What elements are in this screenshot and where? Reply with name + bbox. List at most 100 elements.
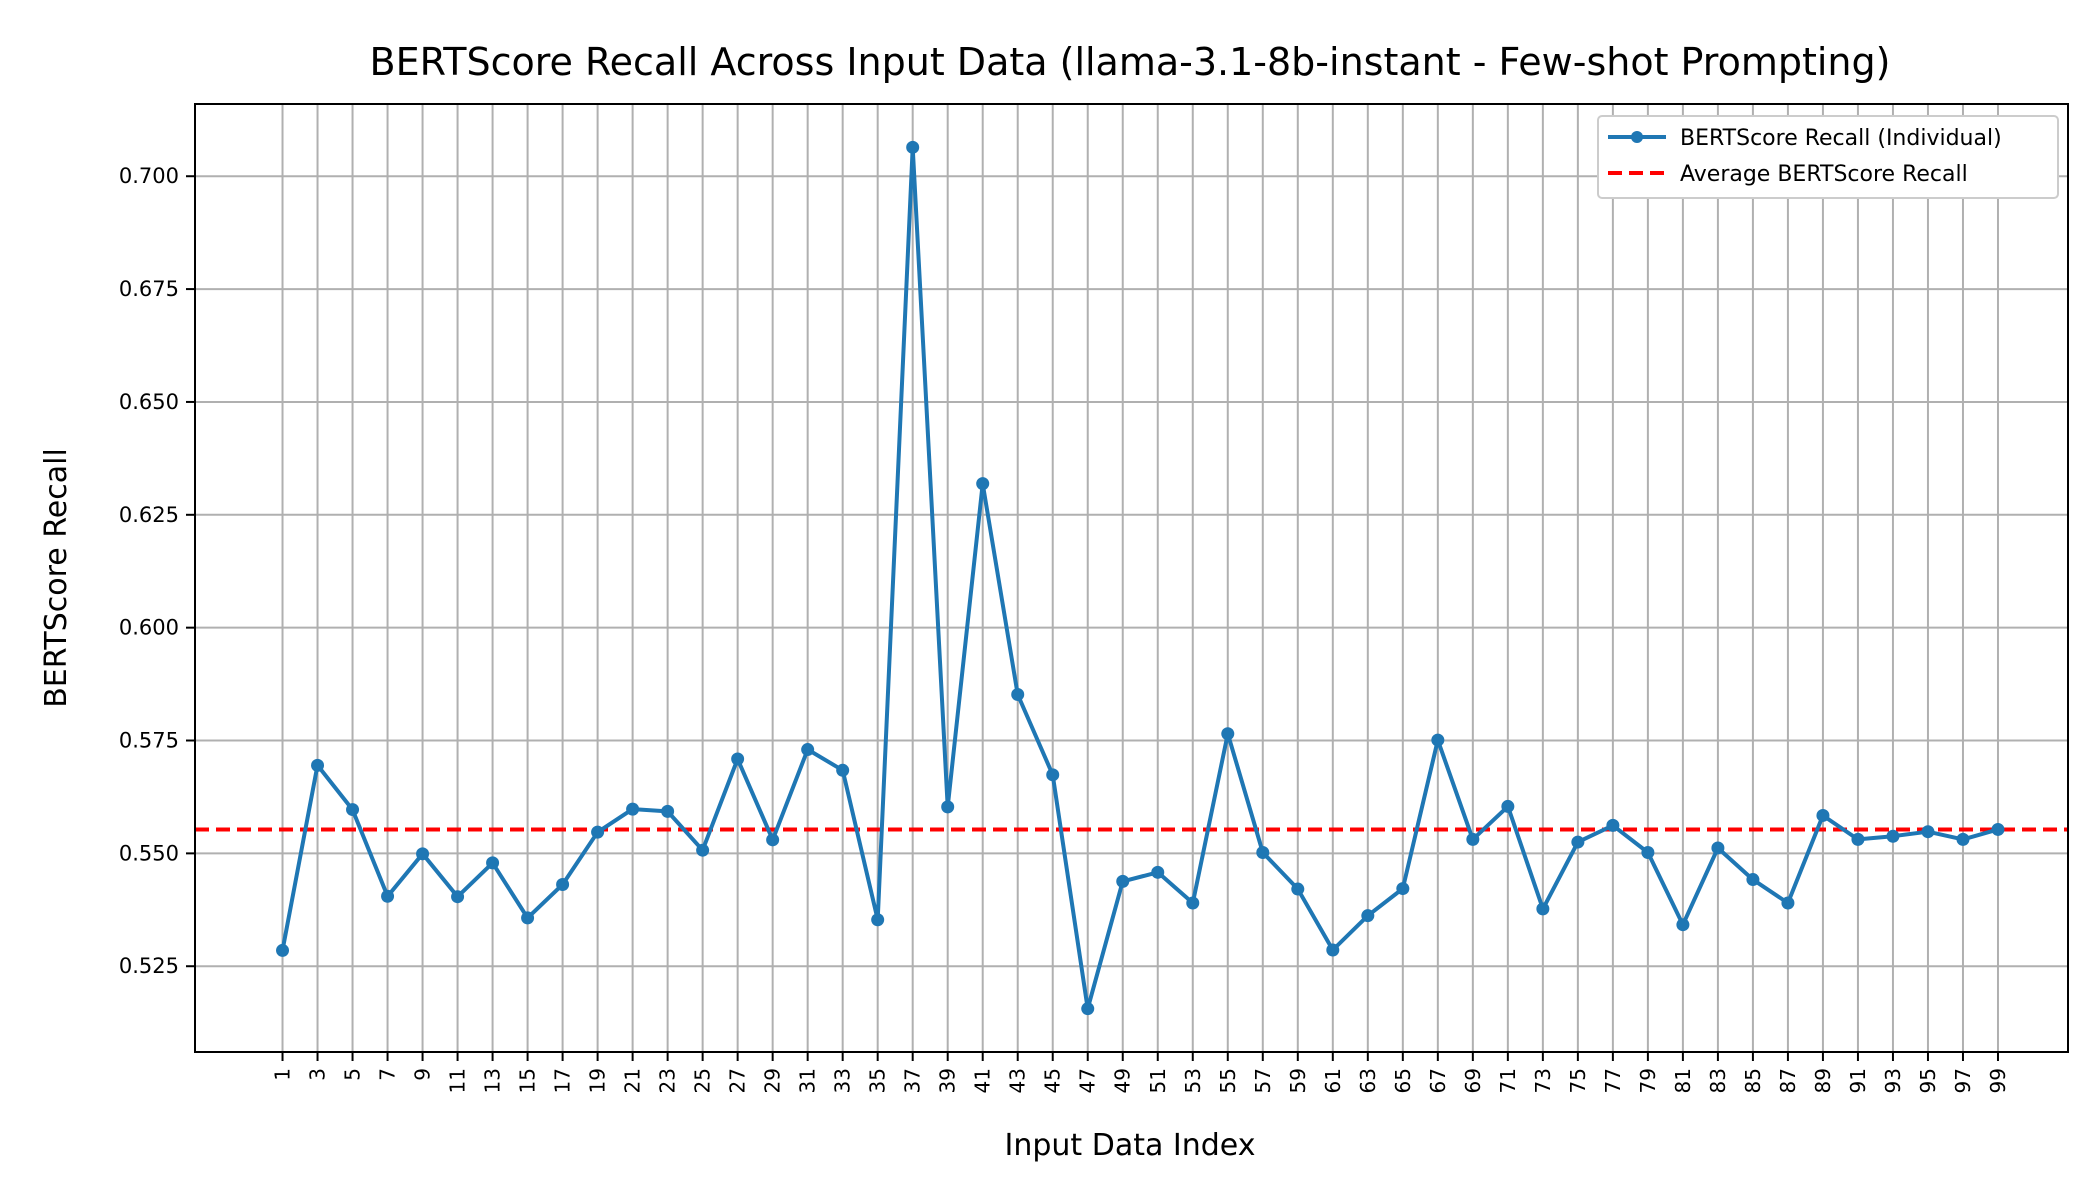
data-point bbox=[871, 913, 885, 927]
x-tick-label: 51 bbox=[1146, 1068, 1170, 1093]
data-point bbox=[1991, 822, 2005, 836]
x-tick-label: 21 bbox=[621, 1068, 645, 1093]
y-tick-label: 0.675 bbox=[119, 277, 179, 301]
x-tick-label: 19 bbox=[586, 1068, 610, 1093]
x-tick-label: 1 bbox=[271, 1068, 295, 1081]
data-point bbox=[1606, 818, 1620, 832]
data-point bbox=[1571, 835, 1585, 849]
y-axis-ticks: 0.525 0.550 0.575 0.600 0.625 0.650 0.675 0.700 bbox=[119, 164, 195, 978]
x-axis-ticks: 1 3 5 7 9 11 13 15 17 19 21 23 25 27 29 31 33 35 37 39 41 43 4… bbox=[271, 1052, 2010, 1093]
x-tick-label: 67 bbox=[1426, 1068, 1450, 1093]
data-point bbox=[696, 843, 710, 857]
legend: BERTScore Recall (Individual) Average BE… bbox=[1597, 115, 2059, 199]
data-point bbox=[1361, 909, 1375, 923]
data-point bbox=[1921, 825, 1935, 839]
y-tick-label: 0.650 bbox=[119, 390, 179, 414]
series-line-individual bbox=[280, 145, 1999, 1011]
data-point bbox=[451, 890, 465, 904]
data-point bbox=[1641, 845, 1655, 859]
y-tick-label: 0.600 bbox=[119, 616, 179, 640]
x-tick-label: 97 bbox=[1951, 1068, 1975, 1093]
data-point bbox=[1851, 832, 1865, 846]
y-tick-label: 0.700 bbox=[119, 164, 179, 188]
data-point bbox=[836, 763, 850, 777]
data-point bbox=[311, 758, 325, 772]
data-point bbox=[1536, 902, 1550, 916]
x-tick-label: 75 bbox=[1566, 1068, 1590, 1093]
data-point bbox=[1046, 768, 1060, 782]
data-point bbox=[591, 825, 605, 839]
x-tick-label: 93 bbox=[1881, 1068, 1905, 1093]
data-point bbox=[1431, 733, 1445, 747]
x-tick-label: 59 bbox=[1286, 1068, 1310, 1093]
grid bbox=[195, 104, 2068, 1052]
data-point bbox=[1886, 829, 1900, 843]
legend-label-average: Average BERTScore Recall bbox=[1680, 162, 1968, 187]
x-tick-label: 5 bbox=[341, 1068, 365, 1081]
x-tick-label: 31 bbox=[796, 1068, 820, 1093]
data-point bbox=[276, 943, 290, 957]
x-tick-label: 49 bbox=[1111, 1068, 1135, 1093]
x-tick-label: 99 bbox=[1986, 1068, 2010, 1093]
x-tick-label: 61 bbox=[1321, 1068, 1345, 1093]
x-tick-label: 7 bbox=[376, 1068, 400, 1081]
y-tick-label: 0.575 bbox=[119, 729, 179, 753]
y-tick-label: 0.525 bbox=[119, 954, 179, 978]
data-point bbox=[1746, 873, 1760, 887]
x-tick-label: 33 bbox=[831, 1068, 855, 1093]
data-point bbox=[1326, 943, 1340, 957]
data-point bbox=[346, 803, 360, 817]
x-tick-label: 77 bbox=[1601, 1068, 1625, 1093]
x-tick-label: 15 bbox=[516, 1068, 540, 1093]
data-point bbox=[1781, 896, 1795, 910]
x-tick-label: 47 bbox=[1076, 1068, 1100, 1093]
data-point bbox=[1186, 896, 1200, 910]
x-tick-label: 9 bbox=[411, 1068, 435, 1081]
y-axis-label: BERTScore Recall bbox=[39, 448, 74, 708]
x-tick-label: 41 bbox=[971, 1068, 995, 1093]
x-tick-label: 55 bbox=[1216, 1068, 1240, 1093]
data-point bbox=[1291, 882, 1305, 896]
x-tick-label: 65 bbox=[1391, 1068, 1415, 1093]
legend-box bbox=[1597, 115, 2059, 199]
x-tick-label: 91 bbox=[1846, 1068, 1870, 1093]
y-tick-label: 0.550 bbox=[119, 841, 179, 865]
x-tick-label: 53 bbox=[1181, 1068, 1205, 1093]
x-tick-label: 27 bbox=[726, 1068, 750, 1093]
legend-marker-individual bbox=[1631, 131, 1643, 143]
data-point bbox=[1081, 1002, 1095, 1016]
x-tick-label: 37 bbox=[901, 1068, 925, 1093]
x-tick-label: 17 bbox=[551, 1068, 575, 1093]
x-tick-label: 71 bbox=[1496, 1068, 1520, 1093]
plot-area-frame bbox=[194, 103, 2069, 1053]
data-point bbox=[941, 800, 955, 814]
data-point bbox=[1466, 832, 1480, 846]
x-tick-label: 29 bbox=[761, 1068, 785, 1093]
series-layer bbox=[276, 140, 2005, 1016]
data-point bbox=[1956, 832, 1970, 846]
x-tick-label: 89 bbox=[1811, 1068, 1835, 1093]
data-point bbox=[1256, 845, 1270, 859]
x-tick-label: 73 bbox=[1531, 1068, 1555, 1093]
data-point bbox=[801, 743, 815, 757]
x-tick-label: 23 bbox=[656, 1068, 680, 1093]
x-axis-label: Input Data Index bbox=[1005, 1128, 1256, 1163]
data-point bbox=[1711, 841, 1725, 855]
data-point bbox=[976, 477, 990, 491]
data-point bbox=[556, 878, 570, 892]
data-point bbox=[1501, 799, 1515, 813]
x-tick-label: 63 bbox=[1356, 1068, 1380, 1093]
x-tick-label: 45 bbox=[1041, 1068, 1065, 1093]
data-point bbox=[626, 802, 640, 816]
x-tick-label: 85 bbox=[1741, 1068, 1765, 1093]
x-tick-label: 39 bbox=[936, 1068, 960, 1093]
data-point bbox=[1816, 808, 1830, 822]
data-point bbox=[1221, 727, 1235, 741]
x-tick-label: 57 bbox=[1251, 1068, 1275, 1093]
data-point bbox=[521, 911, 535, 925]
data-point bbox=[416, 847, 430, 861]
x-tick-label: 13 bbox=[481, 1068, 505, 1093]
x-tick-label: 81 bbox=[1671, 1068, 1695, 1093]
data-point bbox=[1396, 882, 1410, 896]
